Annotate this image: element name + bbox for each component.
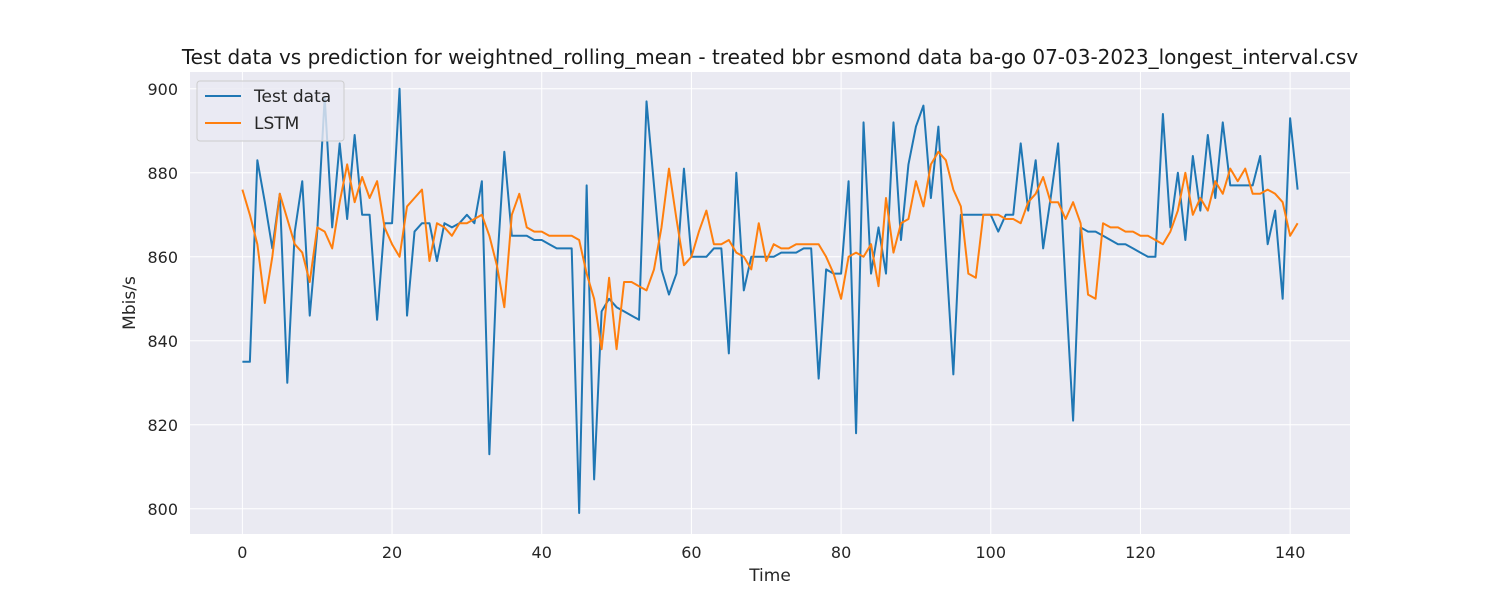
x-axis-label: Time xyxy=(748,566,791,586)
x-tick-label: 40 xyxy=(532,543,552,562)
y-tick-label: 860 xyxy=(147,248,178,267)
legend: Test data LSTM xyxy=(196,80,345,142)
chart-title: Test data vs prediction for weightned_ro… xyxy=(181,45,1359,69)
plot-area xyxy=(190,72,1350,534)
x-tick-label: 120 xyxy=(1125,543,1156,562)
y-axis-label: Mbis/s xyxy=(120,276,140,330)
x-tick-label: 80 xyxy=(831,543,851,562)
x-tick-label: 0 xyxy=(237,543,247,562)
x-tick-label: 60 xyxy=(681,543,701,562)
series-line-test-data xyxy=(242,87,1299,514)
y-tick-label: 900 xyxy=(147,80,178,99)
grid-lines xyxy=(190,72,1350,534)
y-tick-label: 880 xyxy=(147,164,178,183)
y-tick-label: 840 xyxy=(147,332,178,351)
legend-label-test-data: Test data xyxy=(253,87,331,107)
y-tick-label: 800 xyxy=(147,500,178,519)
series-line-lstm xyxy=(241,150,1299,351)
y-tick-label: 820 xyxy=(147,416,178,435)
legend-label-lstm: LSTM xyxy=(254,114,299,134)
tick-labels: 0 20 40 60 80 100 120 140 800 820 840 860 880 900 xyxy=(147,80,1305,562)
x-tick-label: 20 xyxy=(382,543,402,562)
series-lines xyxy=(241,87,1299,514)
x-tick-label: 100 xyxy=(976,543,1007,562)
x-tick-label: 140 xyxy=(1275,543,1306,562)
